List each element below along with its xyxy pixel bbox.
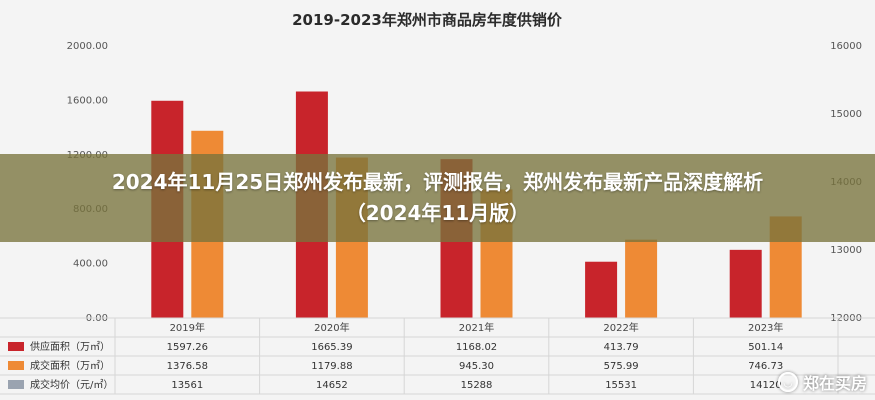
data-label: 15531 [605,380,637,391]
category-label: 2021年 [459,321,494,334]
data-label: 945.30 [459,361,494,372]
data-label: 14120 [750,380,782,391]
supply-bar [585,261,618,318]
data-label: 1665.39 [311,342,352,353]
legend-swatch [8,380,24,389]
deal-bar [625,239,658,318]
watermark: ◡ 郑在买房 [777,370,867,394]
left-tick-label: 2000.00 [67,41,108,52]
left-tick-label: 400.00 [73,259,108,270]
category-label: 2020年 [314,321,349,334]
chat-bubble-icon: ◡ [777,372,798,392]
category-label: 2022年 [603,321,638,334]
data-label: 15288 [461,380,493,391]
data-label: 1376.58 [167,361,208,372]
watermark-text: 郑在买房 [802,374,867,393]
legend-label: 供应面积（万㎡） [30,340,110,353]
legend-swatch [8,361,24,370]
left-tick-label: 1600.00 [67,95,108,106]
data-label: 13561 [171,380,203,391]
data-label: 746.73 [748,361,783,372]
data-label: 413.79 [604,342,639,353]
data-label: 1168.02 [456,342,497,353]
right-tick-label: 13000 [830,245,862,256]
headline-banner: 2024年11月25日郑州发布最新，评测报告，郑州发布最新产品深度解析 （202… [0,154,875,242]
data-label: 575.99 [604,361,639,372]
legend-label: 成交均价（元/㎡） [30,378,113,391]
right-tick-label: 15000 [830,109,862,120]
category-label: 2023年 [748,321,783,334]
data-label: 1597.26 [167,342,208,353]
data-label: 1179.88 [311,361,352,372]
legend-label: 成交面积（万㎡） [30,359,110,372]
chart-title: 2019-2023年郑州市商品房年度供销价 [292,11,563,29]
data-label: 501.14 [748,342,783,353]
right-tick-label: 16000 [830,41,862,52]
category-label: 2019年 [170,321,205,334]
supply-bar [729,249,762,318]
headline-line-1: 2024年11月25日郑州发布最新，评测报告，郑州发布最新产品深度解析 [111,170,764,194]
legend-swatch [8,342,24,351]
data-label: 14652 [316,380,348,391]
headline-line-2: （2024年11月版） [345,201,530,225]
